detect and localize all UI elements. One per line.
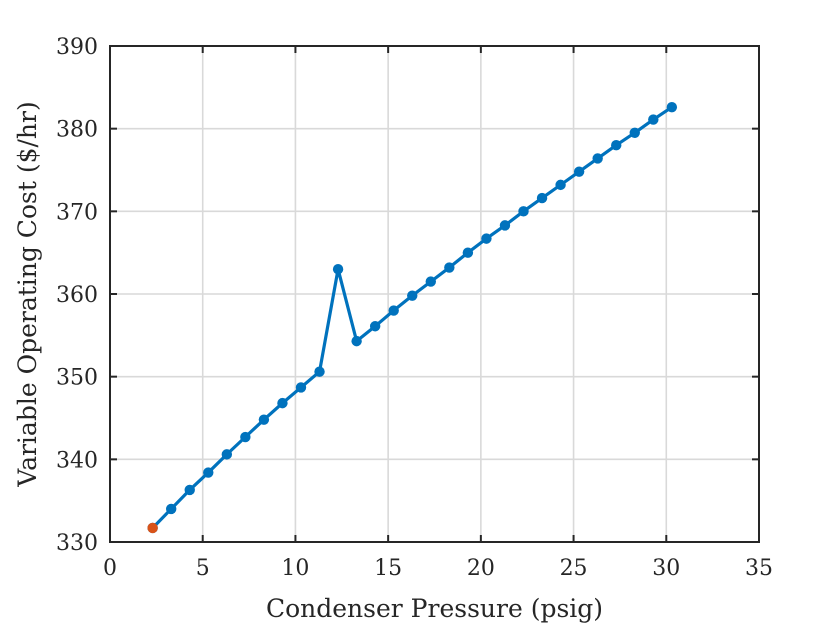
x-tick-label: 30 [652, 556, 680, 581]
series-line [151, 105, 673, 530]
data-point [351, 335, 362, 347]
data-point [555, 179, 566, 191]
y-tick-label: 340 [56, 448, 98, 473]
data-point [184, 484, 195, 496]
y-tick-label: 380 [56, 118, 98, 143]
data-point [314, 366, 325, 377]
y-axis-label: Variable Operating Cost ($/hr) [13, 101, 42, 487]
data-point [240, 431, 251, 443]
y-tick-label: 370 [56, 200, 98, 225]
data-point [518, 206, 529, 217]
data-point [388, 305, 399, 316]
data-point [499, 220, 511, 231]
data-point [573, 166, 585, 177]
x-tick-label: 10 [281, 556, 309, 581]
data-point [481, 233, 492, 244]
data-point [648, 114, 659, 125]
data-point [295, 382, 307, 393]
x-tick-label: 0 [103, 556, 117, 581]
y-tick-label: 330 [56, 531, 98, 556]
x-tick-label: 15 [374, 556, 402, 581]
x-tick-labels: 0 5 10 15 20 25 30 35 [103, 556, 773, 581]
x-tick-label: 20 [467, 556, 495, 581]
data-point [165, 503, 177, 515]
x-tick-label: 35 [745, 556, 773, 581]
data-point [611, 140, 622, 151]
axis-ticks [109, 45, 760, 543]
data-point [407, 290, 418, 301]
data-point [444, 262, 455, 273]
x-tick-label: 25 [560, 556, 588, 581]
y-tick-label: 390 [56, 35, 98, 60]
y-tick-label: 360 [56, 283, 98, 308]
x-tick-label: 5 [196, 556, 210, 581]
data-point [277, 397, 288, 409]
data-point [462, 247, 474, 258]
data-point [203, 467, 214, 478]
data-point [536, 192, 548, 204]
grid-lines [110, 46, 759, 542]
x-axis-label: Condenser Pressure (psig) [266, 594, 603, 623]
y-tick-label: 350 [56, 366, 98, 391]
series-layer [147, 101, 678, 534]
data-point [221, 449, 233, 460]
data-point [592, 153, 603, 164]
data-point [425, 276, 436, 287]
data-point [332, 264, 344, 275]
highlight-point [147, 522, 158, 534]
data-point [369, 321, 381, 332]
data-point [629, 127, 640, 138]
data-point [258, 414, 270, 425]
data-point [666, 101, 678, 113]
y-tick-labels: 330 340 350 360 370 380 390 [56, 35, 98, 556]
